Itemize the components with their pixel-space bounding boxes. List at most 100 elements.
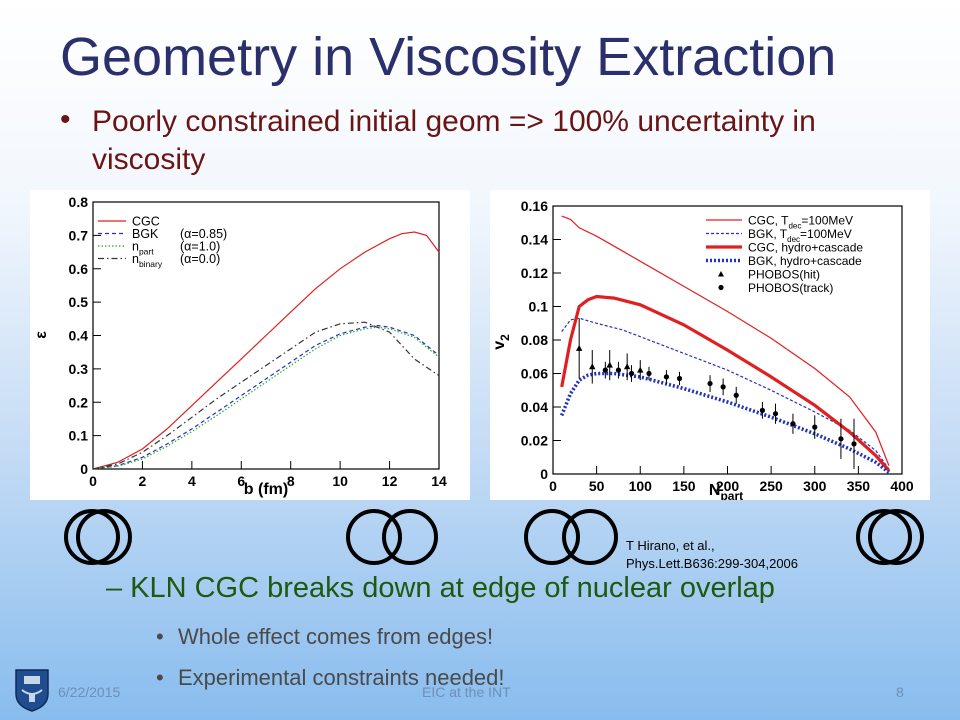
bullet-dot: • — [156, 624, 164, 649]
overlap-central-right-icon — [856, 509, 924, 565]
footer-date: 6/22/2015 — [58, 684, 121, 700]
data-point-triangle — [623, 363, 631, 370]
y-tick-label: 0.06 — [521, 366, 548, 382]
data-point-circle — [663, 374, 670, 380]
y-tick-label: 0.12 — [521, 265, 548, 281]
data-point-circle — [772, 411, 779, 417]
sub-bullet: – KLN CGC breaks down at edge of nuclear … — [106, 572, 946, 605]
x-tick-label: 2 — [139, 473, 147, 489]
y-tick-label: 0.3 — [69, 361, 89, 377]
x-tick-label: 200 — [716, 478, 740, 494]
x-tick-label: 250 — [759, 478, 783, 494]
citation: T Hirano, et al., Phys.Lett.B636:299-304… — [626, 537, 856, 573]
overlap-peripheral-icon — [524, 509, 618, 565]
x-tick-label: 150 — [672, 478, 696, 494]
y-axis-label-main: ε — [33, 331, 50, 339]
x-tick-label: 350 — [847, 478, 871, 494]
data-point-circle — [676, 375, 683, 382]
y-tick-label: 0.02 — [521, 433, 548, 449]
legend-label: BGK — [132, 227, 159, 241]
data-point-circle — [812, 424, 818, 430]
y-tick-label: 0.1 — [529, 299, 549, 315]
x-axis-label: Npart — [709, 482, 743, 500]
x-axis-label-main: b (fm) — [244, 481, 288, 498]
legend-label-main: BGK — [132, 227, 159, 241]
sub-sub-bullet-text: Experimental constraints needed! — [178, 665, 505, 690]
data-point-circle — [602, 367, 608, 373]
legend-label-sub: dec — [787, 235, 800, 244]
x-tick-label: 14 — [431, 473, 447, 489]
series-line — [92, 321, 440, 470]
eccentricity-chart: 0 2 4 6 8 10 12 14 0 0.1 0.2 0.3 0.4 0.5 0.6 0.7 0.8 b (f… — [33, 194, 447, 498]
data-point-triangle — [575, 344, 583, 351]
x-tick-label: 400 — [890, 478, 914, 494]
data-point-triangle — [637, 366, 644, 373]
citation-line-2: Phys.Lett.B636:299-304,2006 — [626, 556, 799, 571]
legend-label-main: PHOBOS(hit) — [748, 268, 820, 282]
x-tick-label: 100 — [629, 478, 653, 494]
legend-label-suffix: =100MeV — [801, 214, 853, 228]
legend-label-main: n — [132, 252, 139, 266]
legend-label-sub: dec — [788, 222, 801, 231]
y-tick-label: 0.5 — [69, 294, 89, 310]
x-tick-label: 0 — [549, 478, 557, 494]
footer-page-number: 8 — [896, 684, 904, 700]
data-point-triangle — [589, 363, 596, 370]
legend-label: PHOBOS(track) — [748, 281, 833, 295]
legend-label-main: BGK, hydro+cascade — [748, 254, 862, 268]
bullet-dot: • — [156, 665, 164, 690]
legend-parameter: (α=0.85) — [180, 227, 227, 241]
x-tick-label: 4 — [188, 473, 196, 489]
series-line — [92, 324, 440, 470]
slide-title: Geometry in Viscosity Extraction — [60, 27, 837, 87]
x-axis-label-sub: part — [720, 489, 743, 500]
legend-label: BGK, hydro+cascade — [748, 254, 862, 268]
y-axis-label-main: v — [491, 341, 508, 350]
legend-label-main: n — [132, 240, 139, 254]
legend-parameter: (α=0.0) — [180, 252, 220, 266]
y-axis-label-sub: 2 — [498, 334, 512, 341]
data-point-triangle — [606, 361, 613, 368]
y-axis-label: ε — [33, 331, 50, 339]
legend-label-main: BGK, T — [748, 227, 788, 241]
bullet-dot: • — [60, 103, 71, 136]
legend-label-suffix: =100MeV — [800, 227, 852, 241]
legend-label-main: CGC, T — [748, 214, 789, 228]
y-tick-label: 0 — [80, 461, 88, 477]
legend-label: CGC, hydro+cascade — [748, 241, 863, 255]
y-tick-label: 0.16 — [521, 198, 548, 214]
x-tick-label: 6 — [237, 473, 245, 489]
legend-label-main: CGC — [132, 215, 160, 229]
legend-label: CGC — [132, 215, 160, 229]
y-tick-label: 0.14 — [521, 232, 548, 248]
sub-sub-bullet-text: Whole effect comes from edges! — [178, 624, 494, 649]
series-line — [560, 371, 890, 474]
citation-line-1: T Hirano, et al., — [626, 538, 715, 553]
y-axis-label: v2 — [491, 334, 512, 350]
x-axis-label: b (fm) — [244, 481, 288, 498]
y-tick-label: 0.8 — [69, 194, 89, 210]
legend-label: nbinary — [132, 252, 163, 269]
eccentricity-plot: 0 2 4 6 8 10 12 14 0 0.1 0.2 0.3 0.4 0.5 0.6 0.7 0.8 b (f… — [30, 190, 470, 500]
legend-marker — [718, 271, 724, 277]
footer-center-text: EIC at the INT — [422, 684, 511, 700]
data-point-circle — [646, 370, 652, 377]
legend-parameter: (α=1.0) — [180, 240, 220, 254]
x-tick-label: 8 — [287, 473, 295, 489]
y-tick-label: 0.7 — [69, 227, 89, 243]
legend-marker — [718, 284, 724, 291]
y-tick-label: 0.1 — [69, 428, 89, 444]
y-tick-label: 0.04 — [521, 399, 548, 415]
legend-label-sub: part — [139, 247, 154, 257]
data-point-circle — [720, 384, 726, 390]
legend-label-sub: binary — [139, 259, 163, 269]
sub-bullet-text: KLN CGC breaks down at edge of nuclear o… — [130, 572, 775, 604]
x-tick-label: 12 — [382, 473, 398, 489]
y-tick-label: 0 — [540, 466, 548, 482]
y-tick-label: 0.08 — [521, 332, 548, 348]
legend-label: BGK, Tdec=100MeV — [748, 227, 852, 244]
overlap-central-icon — [64, 509, 132, 565]
series-line — [92, 326, 440, 470]
series-line — [561, 215, 890, 466]
legend-label-main: PHOBOS(track) — [748, 281, 833, 295]
